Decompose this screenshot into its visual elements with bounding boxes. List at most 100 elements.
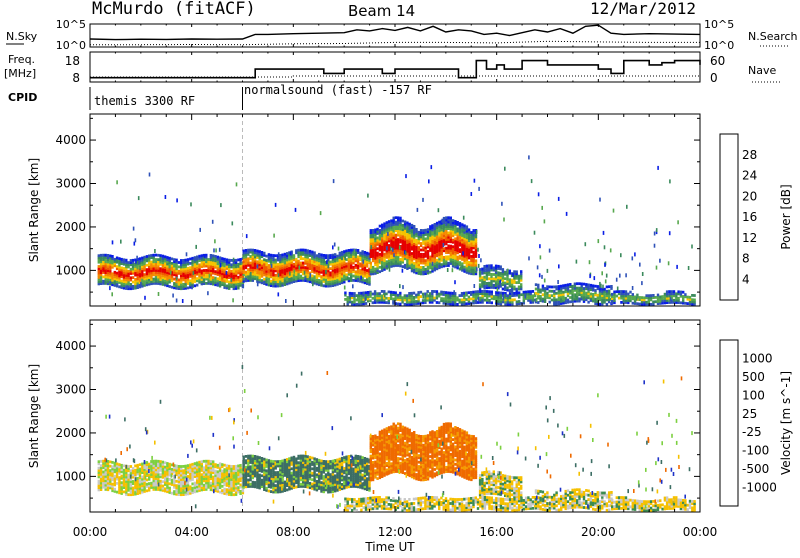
echo-cell — [493, 273, 495, 276]
echo-cell — [468, 291, 470, 294]
echo-cell — [196, 284, 198, 287]
echo-cell — [139, 468, 141, 471]
echo-cell — [691, 298, 693, 301]
echo-cell — [477, 290, 479, 293]
echo-cell — [440, 297, 442, 300]
echo-cell — [404, 303, 406, 306]
echo-cell — [520, 270, 522, 273]
echo-cell — [497, 265, 499, 268]
scatter-cell — [443, 243, 445, 247]
echo-cell — [445, 256, 447, 259]
echo-cell — [530, 290, 532, 293]
echo-cell — [422, 229, 424, 232]
echo-cell — [169, 487, 171, 490]
echo-cell — [379, 266, 381, 269]
echo-cell — [166, 462, 168, 465]
scatter-cell — [610, 248, 612, 252]
scatter-cell — [620, 253, 622, 257]
echo-cell — [459, 261, 461, 264]
echo-cell — [272, 460, 274, 463]
echo-cell — [284, 253, 286, 256]
echo-cell — [201, 270, 203, 273]
echo-cell — [488, 299, 490, 302]
echo-cell — [134, 465, 136, 468]
echo-cell — [399, 303, 401, 306]
scatter-cell — [454, 280, 456, 284]
echo-cell — [146, 264, 148, 267]
echo-cell — [148, 255, 150, 258]
echo-cell — [318, 253, 320, 256]
echo-cell — [429, 271, 431, 274]
scatter-cell — [209, 274, 211, 278]
echo-cell — [518, 291, 520, 294]
scatter-cell — [326, 260, 328, 264]
echo-cell — [102, 471, 104, 474]
echo-cell — [574, 283, 576, 286]
freq-series — [90, 61, 700, 78]
echo-cell — [237, 263, 239, 266]
echo-cell — [456, 296, 458, 299]
echo-cell — [302, 257, 304, 260]
echo-cell — [483, 265, 485, 268]
echo-cell — [479, 290, 481, 293]
echo-cell — [594, 285, 596, 288]
echo-cell — [567, 299, 569, 302]
echo-cell — [650, 303, 652, 306]
echo-cell — [479, 268, 481, 271]
echo-cell — [549, 301, 551, 304]
scatter-cell — [501, 202, 503, 206]
echo-cell — [456, 303, 458, 306]
scatter-cell — [503, 218, 505, 222]
echo-cell — [671, 290, 673, 293]
echo-cell — [191, 463, 193, 466]
echo-cell — [422, 299, 424, 302]
echo-cell — [239, 464, 241, 467]
echo-cell — [212, 254, 214, 257]
noise-right-tick: 10^5 — [704, 18, 734, 31]
echo-cell — [178, 266, 180, 269]
echo-cell — [413, 225, 415, 228]
echo-cell — [343, 250, 345, 253]
scatter-cell — [453, 290, 455, 294]
echo-cell — [542, 298, 544, 301]
colorbar-tick: 8 — [742, 252, 750, 266]
scatter-cell — [402, 269, 404, 273]
echo-cell — [443, 291, 445, 294]
echo-cell — [302, 262, 304, 265]
echo-cell — [689, 296, 691, 299]
echo-cell — [345, 263, 347, 266]
echo-cell — [425, 229, 427, 232]
nave-series — [90, 76, 700, 77]
echo-cell — [401, 296, 403, 299]
echo-cell — [385, 297, 387, 300]
scatter-cell — [603, 231, 605, 235]
echo-cell — [263, 258, 265, 261]
echo-cell — [116, 482, 118, 485]
scatter-cell — [558, 264, 560, 268]
echo-cell — [500, 272, 502, 275]
freq-right-tick: 60 — [710, 54, 725, 68]
echo-cell — [659, 296, 661, 299]
echo-cell — [270, 460, 272, 463]
echo-cell — [109, 469, 111, 472]
echo-cell — [645, 301, 647, 304]
echo-cell — [549, 294, 551, 297]
echo-cell — [420, 291, 422, 294]
echo-cell — [381, 294, 383, 297]
freq-left-label: Freq. — [8, 53, 35, 66]
echo-cell — [198, 255, 200, 258]
echo-cell — [164, 461, 166, 464]
echo-cell — [569, 283, 571, 286]
echo-cell — [450, 245, 452, 248]
echo-cell — [468, 296, 470, 299]
scatter-cell — [332, 245, 334, 249]
echo-cell — [386, 260, 388, 263]
scatter-cell — [463, 216, 465, 220]
scatter-cell — [299, 266, 301, 270]
scatter-cell — [534, 231, 536, 235]
echo-cell — [537, 301, 539, 304]
